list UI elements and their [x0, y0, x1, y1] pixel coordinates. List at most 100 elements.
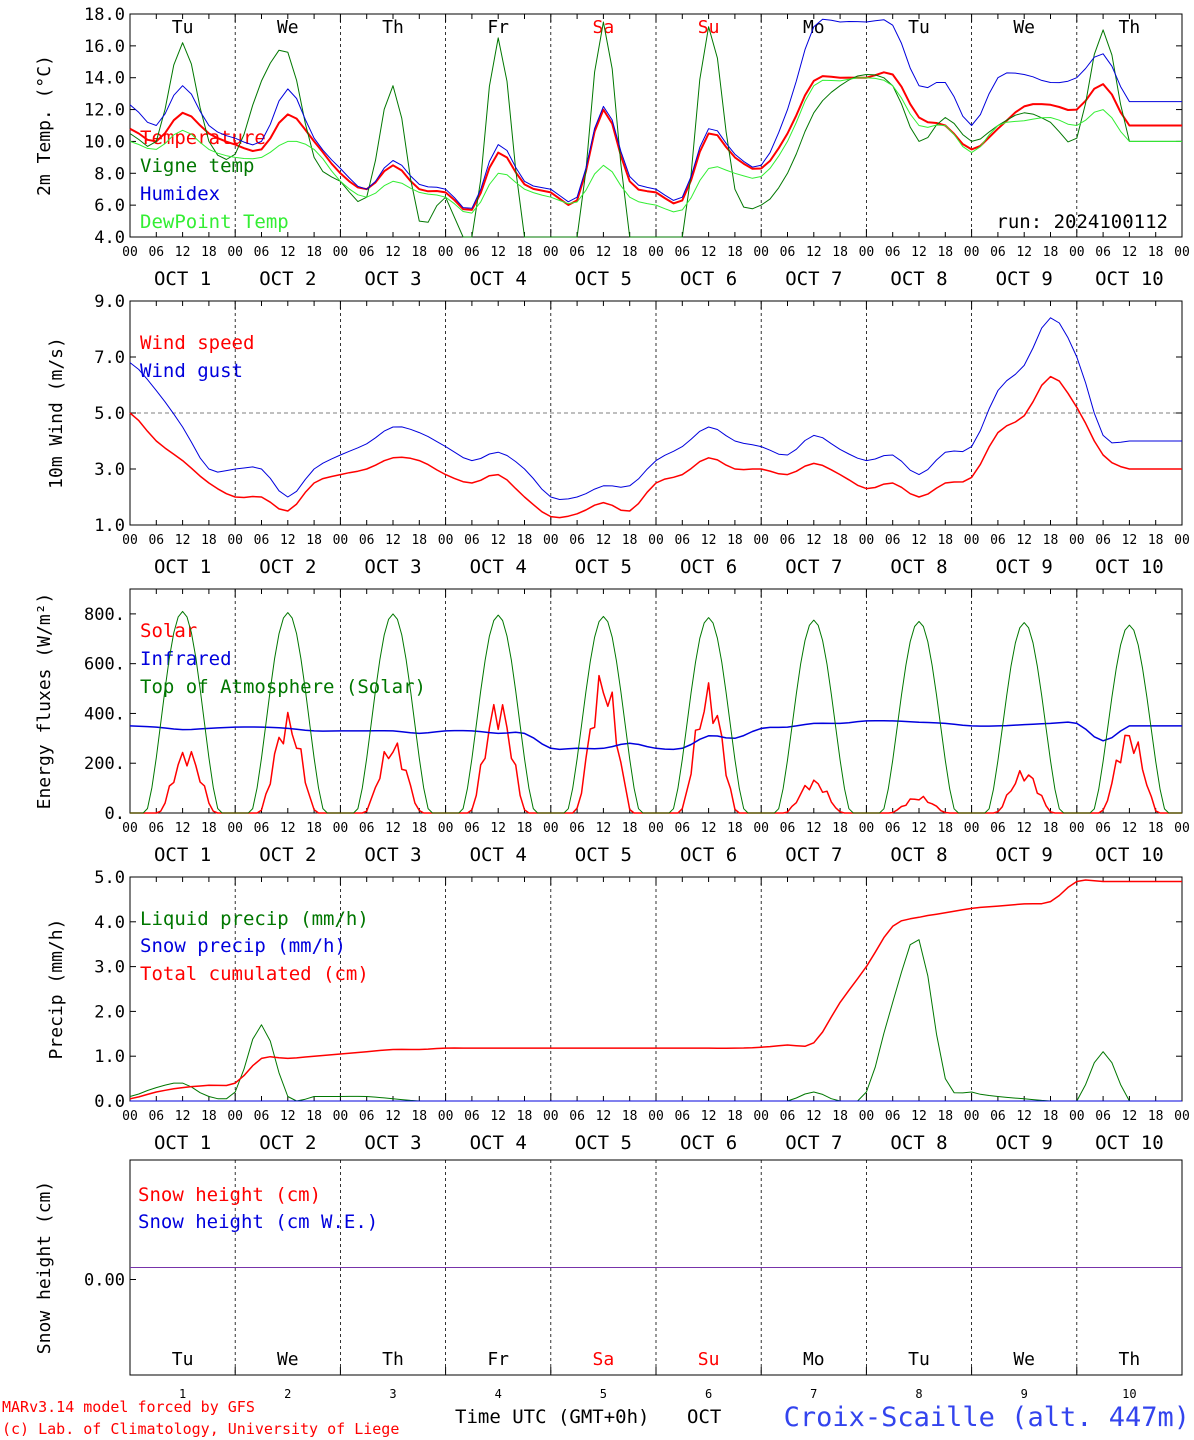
x-hour-label: 06	[1095, 821, 1111, 836]
x-hour-label: 18	[937, 533, 953, 548]
x-hour-label: 12	[701, 821, 717, 836]
x-hour-label: 06	[990, 1109, 1006, 1124]
x-date-label: OCT 10	[1095, 1132, 1164, 1154]
x-date-label: OCT 3	[364, 1132, 421, 1154]
x-hour-label: 18	[1148, 245, 1164, 260]
y-tick-label: 2.0	[94, 1002, 125, 1022]
day-name-label: Th	[1119, 1349, 1141, 1370]
x-hour-label: 12	[596, 1109, 612, 1124]
x-hour-label: 00	[753, 533, 769, 548]
legend-entry: Temperature	[140, 127, 266, 149]
x-hour-label: 00	[1069, 533, 1085, 548]
series-line-wind-speed	[129, 375, 1182, 519]
x-date-label: OCT 6	[680, 1132, 737, 1154]
day-name-label: Th	[1119, 17, 1141, 38]
x-hour-label: 18	[201, 1109, 217, 1124]
legend-entry: Snow height (cm)	[138, 1184, 321, 1206]
x-hour-label: 06	[359, 1109, 375, 1124]
x-hour-label: 18	[937, 821, 953, 836]
x-hour-label: 06	[359, 821, 375, 836]
series-line-wind-gust	[129, 317, 1182, 500]
x-hour-label: 00	[859, 533, 875, 548]
x-date-label: OCT 7	[785, 268, 842, 290]
x-hour-label: 00	[227, 1109, 243, 1124]
x-date-label: OCT 3	[364, 268, 421, 290]
x-hour-label: 00	[438, 1109, 454, 1124]
y-tick-label: 5.0	[94, 868, 125, 888]
legend-entry: Solar	[140, 620, 197, 642]
x-hour-label: 00	[964, 1109, 980, 1124]
x-hour-label: 00	[333, 533, 349, 548]
x-date-label: OCT 8	[890, 844, 947, 866]
x-hour-label: 18	[517, 1109, 533, 1124]
x-hour-label: 12	[175, 1109, 191, 1124]
legend-entry: Snow precip (mm/h)	[140, 935, 346, 957]
x-hour-label: 18	[201, 821, 217, 836]
day-name-label: Fr	[487, 17, 509, 38]
day-name-label: Tu	[908, 1349, 930, 1370]
x-hour-label: 06	[359, 533, 375, 548]
x-hour-label: 06	[674, 533, 690, 548]
x-hour-label: 12	[175, 821, 191, 836]
x-hour-label: 12	[701, 1109, 717, 1124]
x-hour-label: 06	[254, 821, 270, 836]
x-hour-label: 00	[1069, 245, 1085, 260]
x-hour-label: 18	[727, 533, 743, 548]
x-hour-label: 00	[227, 533, 243, 548]
x-hour-label: 18	[622, 533, 638, 548]
x-hour-label: 12	[385, 533, 401, 548]
bottom-date-number: 5	[600, 1387, 607, 1401]
x-hour-label: 06	[148, 245, 164, 260]
x-hour-label: 00	[543, 821, 559, 836]
x-date-label: OCT 3	[364, 844, 421, 866]
x-hour-label: 00	[543, 533, 559, 548]
x-hour-label: 12	[806, 533, 822, 548]
x-date-label: OCT 8	[890, 1132, 947, 1154]
x-hour-label: 00	[122, 245, 138, 260]
x-hour-label: 00	[859, 245, 875, 260]
run-label: run: 2024100112	[996, 211, 1168, 233]
x-hour-label: 12	[385, 821, 401, 836]
x-hour-label: 06	[674, 245, 690, 260]
x-hour-label: 12	[701, 245, 717, 260]
x-hour-label: 18	[306, 1109, 322, 1124]
x-hour-label: 12	[911, 245, 927, 260]
x-hour-label: 06	[254, 245, 270, 260]
x-date-label: OCT 7	[785, 1132, 842, 1154]
x-hour-label: 12	[1016, 1109, 1032, 1124]
y-axis-label: Precip (mm/h)	[46, 919, 67, 1060]
day-name-label: We	[277, 1349, 299, 1370]
x-hour-label: 12	[175, 533, 191, 548]
time-axis-label: Time UTC (GMT+0h)	[455, 1406, 649, 1428]
x-hour-label: 00	[1174, 245, 1190, 260]
legend-entry: Wind speed	[140, 332, 254, 354]
x-hour-label: 12	[280, 821, 296, 836]
x-hour-label: 18	[622, 821, 638, 836]
legend-entry: Snow height (cm W.E.)	[138, 1211, 378, 1233]
x-hour-label: 06	[990, 245, 1006, 260]
x-date-label: OCT 8	[890, 556, 947, 578]
x-date-label: OCT 2	[259, 268, 316, 290]
x-hour-label: 06	[885, 821, 901, 836]
y-tick-label: 10.0	[84, 132, 125, 152]
x-hour-label: 00	[333, 245, 349, 260]
x-date-label: OCT 9	[996, 556, 1053, 578]
y-tick-label: 3.0	[94, 958, 125, 978]
x-hour-label: 00	[1174, 821, 1190, 836]
x-hour-label: 00	[753, 245, 769, 260]
x-hour-label: 06	[780, 245, 796, 260]
legend-entry: Liquid precip (mm/h)	[140, 908, 369, 930]
x-hour-label: 18	[1043, 1109, 1059, 1124]
x-hour-label: 12	[280, 245, 296, 260]
x-date-label: OCT 5	[575, 844, 632, 866]
x-hour-label: 00	[543, 1109, 559, 1124]
x-date-label: OCT 1	[154, 556, 211, 578]
y-tick-label: 0.00	[84, 1271, 125, 1291]
day-name-label: Tu	[172, 1349, 194, 1370]
day-name-label: Sa	[593, 17, 615, 38]
x-hour-label: 18	[1043, 245, 1059, 260]
x-hour-label: 18	[937, 245, 953, 260]
x-hour-label: 12	[596, 821, 612, 836]
x-date-label: OCT 4	[470, 844, 527, 866]
